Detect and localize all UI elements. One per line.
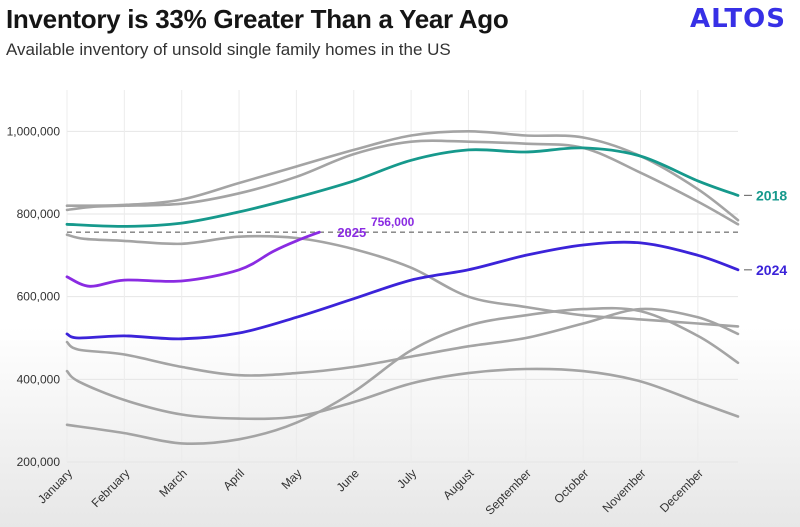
series-lines bbox=[65, 130, 740, 445]
y-tick-label: 200,000 bbox=[17, 455, 61, 469]
series-labels: 756,000 2018 2024 2025 bbox=[337, 187, 787, 277]
chart-title: Inventory is 33% Greater Than a Year Ago bbox=[6, 4, 509, 34]
x-tick-label: July bbox=[394, 466, 419, 491]
chart-subtitle: Available inventory of unsold single fam… bbox=[6, 40, 451, 59]
x-tick-label: April bbox=[220, 466, 247, 493]
series-line-prior-year bbox=[65, 130, 740, 222]
series-label-2018: 2018 bbox=[756, 187, 787, 203]
x-tick-label: February bbox=[89, 466, 133, 510]
x-tick-label: September bbox=[483, 466, 534, 517]
reference-line-label: 756,000 bbox=[371, 215, 415, 229]
series-line-prior-year bbox=[65, 233, 740, 328]
x-tick-label: October bbox=[551, 466, 591, 506]
x-tick-label: May bbox=[279, 466, 305, 492]
gridlines bbox=[66, 90, 738, 463]
series-line-2018 bbox=[65, 146, 740, 228]
y-tick-label: 800,000 bbox=[17, 207, 61, 221]
altos-logo: ALTOS bbox=[690, 4, 786, 34]
x-tick-label: November bbox=[600, 466, 649, 515]
y-axis-tick-labels: 200,000 400,000 600,000 800,000 1,000,000 bbox=[7, 124, 61, 469]
x-tick-label: June bbox=[334, 466, 363, 495]
series-label-2024: 2024 bbox=[756, 262, 787, 278]
x-tick-label: March bbox=[156, 466, 189, 499]
x-tick-label: January bbox=[35, 466, 75, 506]
x-axis-tick-labels: January February March April May June July Augu… bbox=[35, 466, 706, 518]
series-line-prior-year bbox=[65, 139, 740, 226]
series-line-2024 bbox=[65, 240, 740, 341]
series-label-2025: 2025 bbox=[337, 225, 366, 240]
y-tick-label: 400,000 bbox=[17, 372, 61, 386]
x-tick-label: August bbox=[440, 466, 477, 503]
series-line-prior-year bbox=[65, 367, 740, 421]
y-tick-label: 600,000 bbox=[17, 290, 61, 304]
series-line-2025 bbox=[65, 230, 321, 288]
y-tick-label: 1,000,000 bbox=[7, 124, 61, 138]
x-tick-label: December bbox=[657, 466, 706, 515]
series-line-prior-year bbox=[65, 306, 740, 445]
